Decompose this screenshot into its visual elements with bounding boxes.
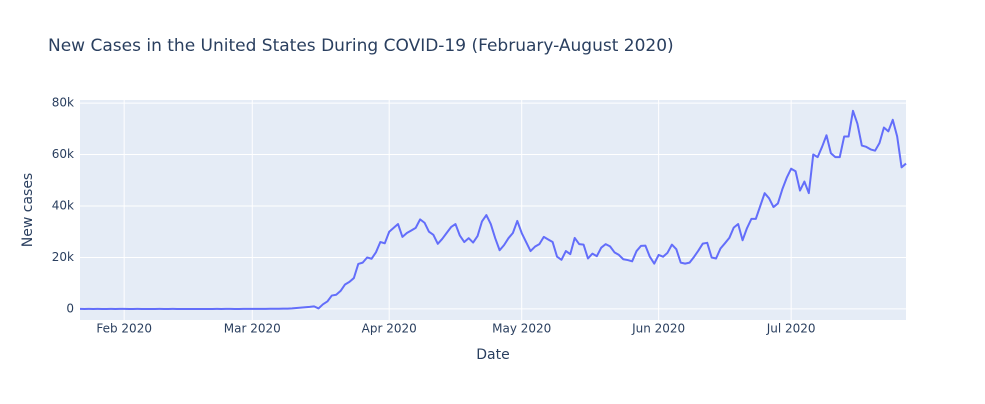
y-tick-label: 60k — [52, 147, 74, 161]
x-tick-label: May 2020 — [492, 322, 551, 336]
plot-area — [80, 100, 906, 320]
y-tick-label: 40k — [52, 199, 74, 213]
x-tick-label: Jul 2020 — [766, 322, 816, 336]
data-line — [79, 109, 907, 310]
y-tick-label: 20k — [52, 250, 74, 264]
y-axis-title: New cases — [20, 173, 36, 247]
y-tick-label: 0 — [66, 301, 74, 315]
chart-title: New Cases in the United States During CO… — [48, 36, 674, 56]
x-tick-label: Mar 2020 — [224, 322, 281, 336]
y-tick-label: 80k — [52, 96, 74, 110]
x-tick-label: Feb 2020 — [96, 322, 152, 336]
x-tick-label: Apr 2020 — [362, 322, 417, 336]
x-tick-label: Jun 2020 — [631, 322, 685, 336]
x-axis-title: Date — [476, 347, 509, 363]
